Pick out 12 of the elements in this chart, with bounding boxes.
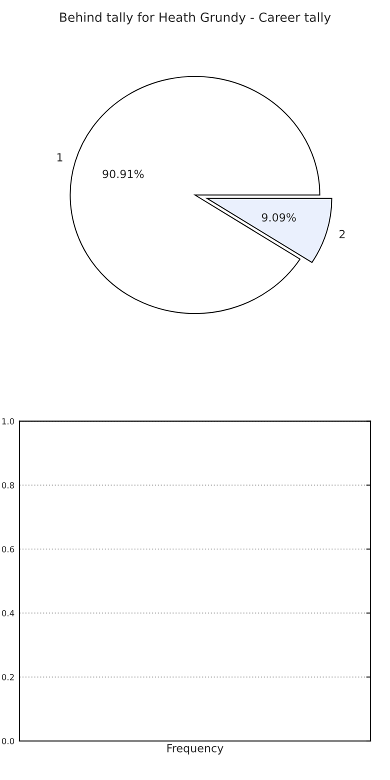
y-tick-label: 0.0	[2, 738, 14, 744]
y-tick-label: 0.6	[2, 546, 14, 552]
x-axis-title: Frequency	[167, 744, 224, 755]
slice-label: 2	[340, 230, 345, 238]
y-tick-label: 1.0	[2, 418, 14, 424]
y-tick-label: 0.8	[2, 482, 14, 488]
slice-label: 1	[57, 153, 62, 162]
y-tick-label: 0.2	[2, 674, 14, 680]
chart-title: Behind tally for Heath Grundy - Career tally	[60, 12, 331, 24]
data-label: 9.09%	[262, 213, 296, 222]
data-label: 90.91%	[102, 170, 144, 178]
y-tick-label: 0.4	[2, 610, 14, 616]
